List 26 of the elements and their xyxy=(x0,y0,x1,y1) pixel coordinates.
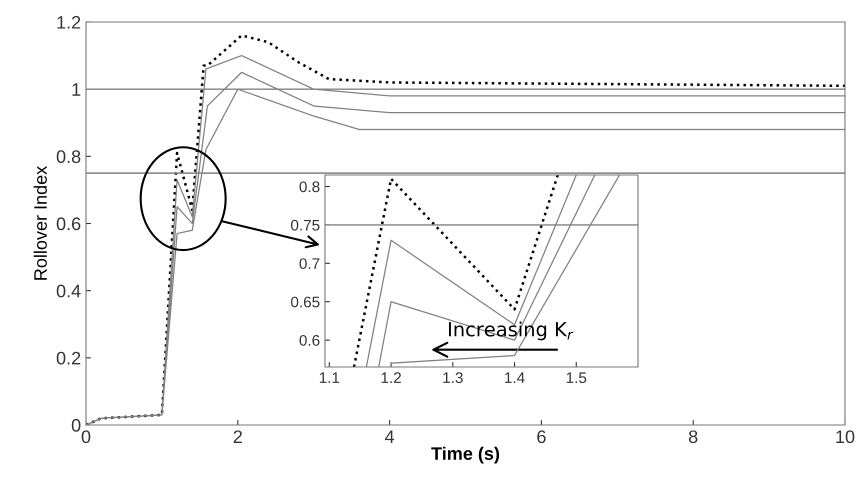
x-tick-label: 4 xyxy=(384,430,394,443)
annotation: Increasing K$_{r}$ xyxy=(448,322,574,340)
x-tick-label: 1.1 xyxy=(320,372,340,383)
x-tick-label: 1.2 xyxy=(382,372,401,383)
x-tick-label: 0 xyxy=(82,430,90,444)
x-tick-label: 1.4 xyxy=(505,372,525,383)
y-tick-label: 0.2 xyxy=(56,352,80,365)
y-tick-label: 0.6 xyxy=(56,217,80,230)
y-tick-label: 0.6 xyxy=(300,334,320,346)
y-tick-label: 1.2 xyxy=(57,16,80,29)
y-tick-label: 0.7 xyxy=(300,258,320,270)
x-tick-label: 2 xyxy=(234,430,242,443)
y-tick-label: 0.75 xyxy=(291,220,320,231)
x-axis-title: Time (s) xyxy=(431,446,500,464)
y-tick-label: 1 xyxy=(72,83,80,96)
y-tick-label: 0.8 xyxy=(300,181,320,192)
y-tick-label: 0.65 xyxy=(291,296,320,308)
x-tick-label: 6 xyxy=(537,430,546,444)
x-tick-label: 10 xyxy=(836,430,854,444)
y-tick-label: 0.8 xyxy=(56,150,80,164)
x-tick-label: 1.3 xyxy=(443,372,463,384)
y-tick-label: 0 xyxy=(72,418,80,432)
x-tick-label: 8 xyxy=(688,430,698,444)
y-axis-title: Rollover Index xyxy=(34,166,47,280)
y-tick-label: 0.4 xyxy=(56,284,81,298)
x-tick-label: 1.5 xyxy=(566,372,586,384)
